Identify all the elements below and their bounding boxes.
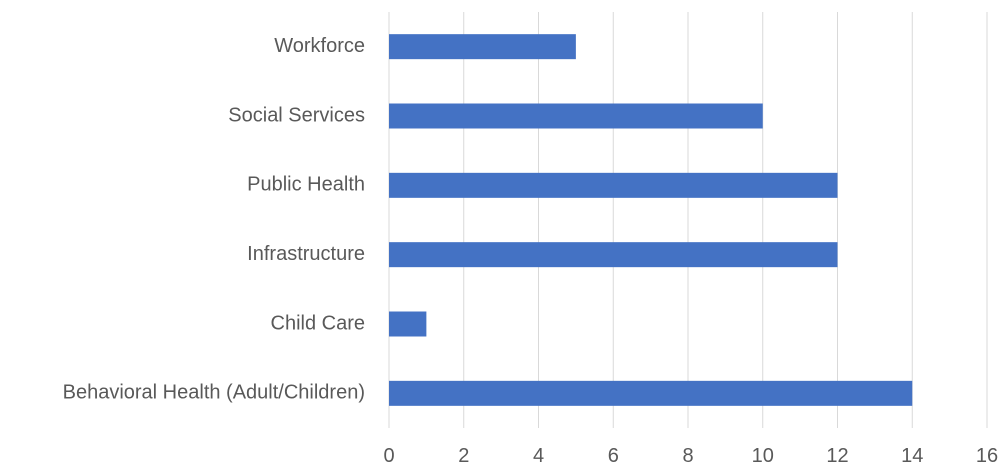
bars [389, 34, 913, 406]
category-label: Behavioral Health (Adult/Children) [63, 382, 365, 404]
bar-behavioral-health-adult-children [389, 380, 913, 406]
category-labels: Workforce Social Services Public Health Inf… [63, 35, 365, 404]
x-tick-labels: 0 2 4 6 8 10 12 14 16 [383, 445, 998, 467]
bar-child-care [389, 311, 427, 337]
bar-social-services [389, 103, 763, 129]
bar-public-health [389, 172, 838, 198]
x-tick-label: 6 [608, 445, 619, 467]
bar-infrastructure [389, 242, 838, 268]
x-tick-label: 8 [682, 445, 693, 467]
x-tick-label: 2 [458, 445, 469, 467]
category-label: Infrastructure [247, 243, 365, 265]
x-tick-label: 14 [901, 445, 923, 467]
category-label: Workforce [274, 35, 365, 57]
x-tick-label: 0 [383, 445, 394, 467]
category-label: Child Care [271, 312, 365, 334]
x-tick-label: 12 [826, 445, 848, 467]
category-label: Public Health [247, 174, 365, 196]
gridlines [463, 12, 988, 428]
category-label: Social Services [228, 104, 365, 126]
x-tick-label: 4 [533, 445, 544, 467]
x-tick-label: 16 [976, 445, 998, 467]
bar-workforce [389, 34, 576, 60]
x-tick-label: 10 [752, 445, 774, 467]
